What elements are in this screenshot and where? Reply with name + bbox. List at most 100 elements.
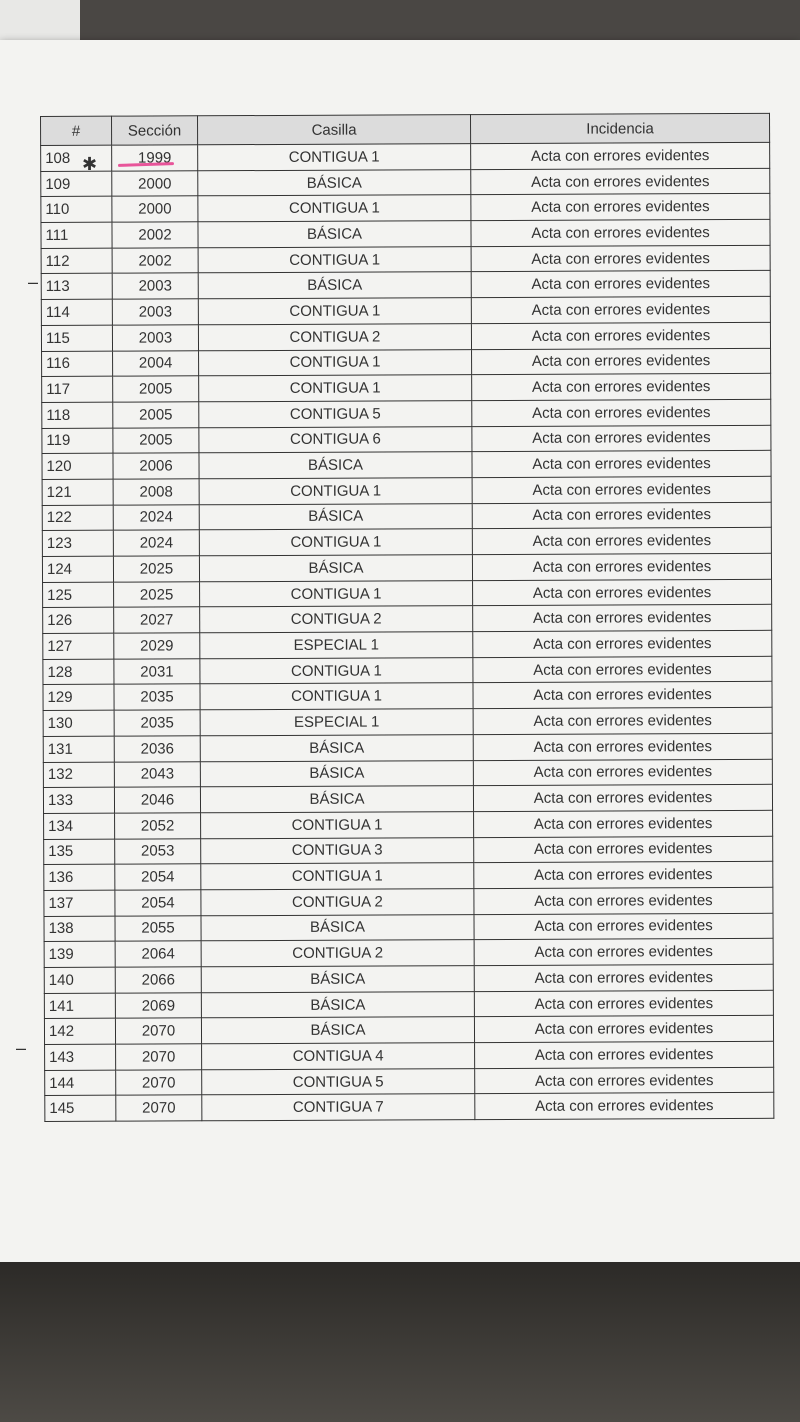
- table-row: 116 2004 CONTIGUA 1 Acta con errores eviden…: [41, 347, 771, 377]
- cell-seccion: 2055: [114, 915, 202, 942]
- cell-number: 139: [44, 941, 116, 968]
- cell-seccion: 1999: [111, 144, 198, 171]
- cell-number: 110: [40, 196, 112, 223]
- cell-incidencia: Acta con errores evidentes: [471, 450, 772, 478]
- cell-incidencia: Acta con errores evidentes: [472, 527, 772, 555]
- cell-seccion: 2003: [112, 324, 199, 351]
- cell-number: 115: [41, 324, 113, 351]
- table-row: 128 2031 CONTIGUA 1 Acta con errores eviden…: [42, 656, 772, 685]
- cell-seccion: 2069: [115, 992, 202, 1019]
- table-row: 138 2055 BÁSICA Acta con errores evidentes: [43, 912, 774, 942]
- cell-number: 121: [42, 479, 114, 506]
- cell-casilla: CONTIGUA 6: [198, 426, 472, 454]
- dash-mark: –: [16, 1038, 27, 1058]
- cell-number: 137: [43, 890, 115, 917]
- cell-seccion: 2066: [115, 966, 202, 993]
- cell-incidencia: Acta con errores evidentes: [471, 322, 771, 350]
- table-row: 129 2035 CONTIGUA 1 Acta con errores eviden…: [42, 681, 773, 711]
- cell-seccion: 2070: [115, 1069, 202, 1096]
- cell-casilla: BÁSICA: [200, 734, 474, 762]
- cell-casilla: CONTIGUA 5: [198, 400, 472, 428]
- cell-casilla: CONTIGUA 1: [199, 683, 474, 710]
- cell-seccion: 2024: [113, 504, 200, 531]
- cell-casilla: CONTIGUA 1: [198, 374, 472, 402]
- table-row: 124 2025 BÁSICA Acta con errores evidentes: [42, 553, 772, 583]
- cell-number: 120: [41, 453, 114, 480]
- table-row: 136 2054 CONTIGUA 1 Acta con errores eviden…: [43, 861, 773, 891]
- table-row: 108 1999 CONTIGUA 1 Acta con errores eviden…: [40, 142, 770, 172]
- cell-incidencia: Acta con errores evidentes: [472, 553, 772, 581]
- cell-incidencia: Acta con errores evidentes: [470, 219, 771, 247]
- cell-number: 135: [43, 838, 115, 865]
- cell-incidencia: Acta con errores evidentes: [470, 193, 770, 221]
- table-row: 120 2006 BÁSICA Acta con errores evidentes: [41, 450, 772, 480]
- table-row: 130 2035 ESPECIAL 1 Acta con errores eviden…: [43, 707, 773, 737]
- cell-seccion: 2064: [115, 941, 202, 968]
- cell-number: 132: [43, 761, 115, 788]
- cell-casilla: CONTIGUA 4: [201, 1042, 475, 1070]
- cell-seccion: 2070: [115, 1018, 202, 1045]
- cell-incidencia: Acta con errores evidentes: [472, 630, 772, 658]
- cell-number: 112: [41, 247, 113, 274]
- cell-casilla: CONTIGUA 1: [200, 811, 474, 839]
- cell-casilla: BÁSICA: [197, 220, 472, 248]
- cell-seccion: 2035: [113, 684, 201, 711]
- cell-casilla: BÁSICA: [200, 760, 474, 787]
- table-row: 127 2029 ESPECIAL 1 Acta con errores eviden…: [42, 630, 772, 660]
- table-row: 118 2005 CONTIGUA 5 Acta con errores eviden…: [41, 399, 771, 429]
- cell-incidencia: Acta con errores evidentes: [474, 1067, 774, 1095]
- cell-number: 134: [43, 813, 115, 840]
- table-row: 122 2024 BÁSICA Acta con errores evidentes: [42, 501, 772, 531]
- cell-incidencia: Acta con errores evidentes: [474, 1041, 774, 1069]
- cell-number: 116: [41, 350, 113, 377]
- table-row: 140 2066 BÁSICA Acta con errores evidentes: [44, 964, 774, 994]
- cell-casilla: CONTIGUA 5: [201, 1068, 475, 1096]
- header-seccion: Sección: [111, 115, 198, 146]
- table-row: 133 2046 BÁSICA Acta con errores evidentes: [43, 784, 773, 814]
- cell-casilla: CONTIGUA 2: [199, 605, 473, 633]
- cell-casilla: ESPECIAL 1: [200, 708, 474, 736]
- table-row: 121 2008 CONTIGUA 1 Acta con errores eviden…: [42, 476, 772, 506]
- cell-seccion: 2000: [111, 196, 198, 223]
- cell-incidencia: Acta con errores evidentes: [472, 501, 772, 529]
- cell-incidencia: Acta con errores evidentes: [472, 476, 772, 504]
- table-row: 135 2053 CONTIGUA 3 Acta con errores eviden…: [43, 835, 773, 865]
- cell-number: 114: [41, 299, 113, 326]
- cell-seccion: 2054: [114, 889, 201, 916]
- cell-incidencia: Acta con errores evidentes: [471, 270, 771, 298]
- table-row: 143 2070 CONTIGUA 4 Acta con errores eviden…: [44, 1041, 774, 1071]
- cell-casilla: CONTIGUA 1: [197, 143, 471, 171]
- cell-casilla: CONTIGUA 2: [200, 888, 474, 916]
- cell-seccion: 2043: [114, 761, 201, 788]
- cell-incidencia: Acta con errores evidentes: [474, 989, 774, 1017]
- cell-incidencia: Acta con errores evidentes: [473, 887, 773, 915]
- cell-incidencia: Acta con errores evidentes: [474, 964, 774, 992]
- table-row: 145 2070 CONTIGUA 7 Acta con errores eviden…: [44, 1092, 774, 1122]
- cell-seccion: 2025: [113, 581, 200, 608]
- cell-number: 108: [40, 145, 112, 172]
- cell-incidencia: Acta con errores evidentes: [474, 938, 774, 966]
- table-surface: [0, 1262, 800, 1422]
- cell-incidencia: Acta con errores evidentes: [472, 681, 773, 709]
- header-incidencia: Incidencia: [470, 113, 770, 144]
- cell-seccion: 2003: [112, 273, 199, 300]
- cell-seccion: 2052: [114, 812, 201, 839]
- cell-seccion: 2004: [112, 350, 199, 377]
- cell-seccion: 2054: [114, 864, 201, 891]
- table-row: 109 2000 BÁSICA Acta con errores evidentes: [40, 168, 770, 197]
- asterisk-mark: ✱: [82, 154, 98, 174]
- cell-seccion: 2053: [114, 838, 201, 865]
- table-row: 123 2024 CONTIGUA 1 Acta con errores eviden…: [42, 527, 772, 557]
- cell-casilla: BÁSICA: [198, 272, 472, 299]
- cell-casilla: CONTIGUA 1: [199, 580, 473, 608]
- cell-seccion: 2035: [114, 709, 201, 736]
- cell-seccion: 2006: [112, 453, 200, 480]
- cell-incidencia: Acta con errores evidentes: [472, 656, 772, 684]
- cell-number: 138: [43, 915, 116, 942]
- cell-number: 141: [44, 992, 116, 1019]
- cell-seccion: 2005: [112, 427, 199, 454]
- cell-seccion: 2036: [114, 735, 201, 762]
- cell-number: 127: [42, 633, 114, 660]
- cell-seccion: 2027: [113, 607, 200, 634]
- table-row: 141 2069 BÁSICA Acta con errores evidentes: [44, 989, 774, 1019]
